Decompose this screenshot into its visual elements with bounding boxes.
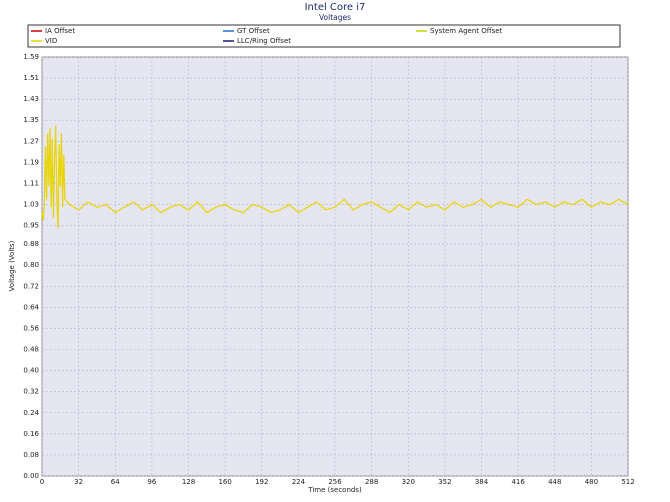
legend-label: GT Offset: [237, 27, 270, 35]
x-tick-label: 480: [585, 478, 598, 486]
x-tick-label: 416: [511, 478, 525, 486]
y-tick-label: 1.35: [23, 116, 39, 124]
x-tick-label: 512: [621, 478, 634, 486]
y-tick-label: 1.11: [23, 179, 39, 187]
x-tick-label: 96: [147, 478, 156, 486]
x-tick-label: 128: [182, 478, 195, 486]
y-tick-label: 0.56: [23, 324, 39, 332]
x-tick-label: 320: [402, 478, 415, 486]
chart-subtitle: Voltages: [319, 13, 351, 22]
x-tick-label: 384: [475, 478, 489, 486]
legend-label: System Agent Offset: [430, 27, 503, 35]
x-axis-label: Time (seconds): [307, 486, 362, 494]
x-tick-label: 224: [292, 478, 306, 486]
y-tick-label: 0.88: [23, 240, 39, 248]
x-tick-label: 32: [74, 478, 83, 486]
x-tick-label: 0: [40, 478, 44, 486]
y-tick-label: 0.08: [23, 451, 39, 459]
legend-box: [27, 24, 621, 48]
x-tick-label: 448: [548, 478, 561, 486]
y-tick-label: 1.59: [23, 53, 39, 61]
y-tick-label: 0.32: [23, 388, 39, 396]
y-tick-label: 0.80: [23, 261, 39, 269]
y-tick-label: 0.24: [23, 409, 39, 417]
y-tick-label: 1.19: [23, 158, 39, 166]
x-tick-label: 256: [328, 478, 342, 486]
legend-label: LLC/Ring Offset: [237, 37, 291, 45]
y-tick-label: 0.95: [23, 222, 39, 230]
x-tick-label: 192: [255, 478, 268, 486]
y-tick-label: 1.51: [23, 74, 39, 82]
data-line: [41, 125, 629, 229]
y-tick-label: 0.00: [23, 472, 39, 480]
x-tick-label: 352: [438, 478, 451, 486]
y-tick-label: 1.43: [23, 95, 39, 103]
y-tick-label: 0.40: [23, 367, 39, 375]
legend-label: IA Offset: [45, 27, 75, 35]
y-tick-label: 1.27: [23, 137, 39, 145]
y-axis-label: Voltage (Volts): [8, 240, 16, 291]
x-tick-label: 64: [111, 478, 120, 486]
y-tick-label: 0.48: [23, 346, 39, 354]
x-tick-label: 160: [218, 478, 231, 486]
x-tick-label: 288: [365, 478, 378, 486]
chart-title: Intel Core i7: [305, 2, 366, 13]
y-tick-label: 1.03: [23, 201, 39, 209]
y-tick-label: 0.64: [23, 303, 39, 311]
legend-label: VID: [45, 37, 57, 45]
y-tick-label: 0.16: [23, 430, 39, 438]
y-tick-label: 0.72: [23, 282, 39, 290]
